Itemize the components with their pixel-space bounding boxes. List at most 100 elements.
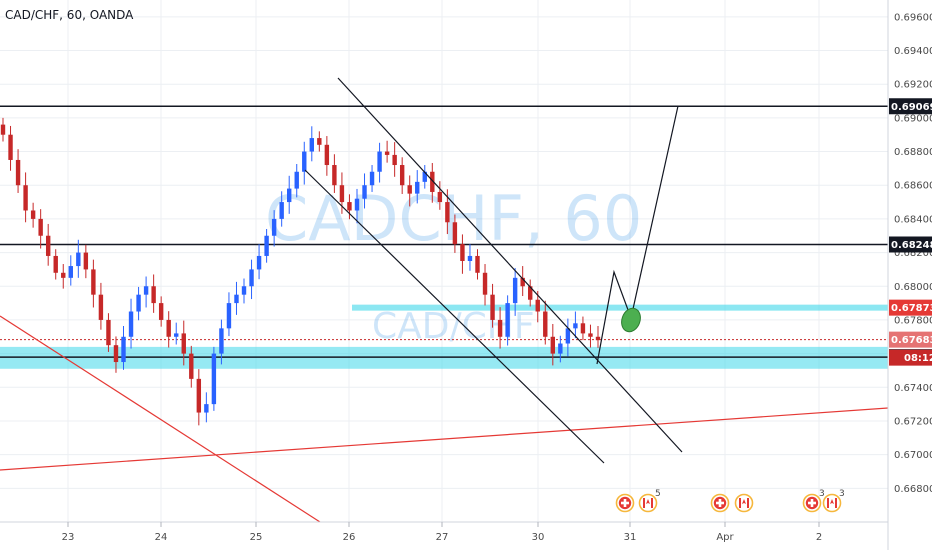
candle-body — [15, 159, 21, 186]
candle-body — [91, 269, 96, 295]
candle — [302, 141, 307, 185]
x-tick-label: Apr — [716, 532, 734, 543]
candle-body — [45, 235, 51, 256]
candle — [573, 311, 578, 339]
candle — [543, 300, 548, 345]
candle — [287, 175, 292, 214]
y-tick-label: 0.68400 — [894, 214, 932, 225]
candle-body — [106, 319, 111, 346]
candle-body — [497, 319, 503, 337]
candle-body — [166, 319, 171, 337]
candle-body — [151, 286, 156, 304]
candle — [422, 165, 427, 189]
candlestick-series — [0, 117, 601, 426]
candle-body — [249, 269, 254, 287]
candle-body — [332, 165, 337, 186]
trend-drawings[interactable] — [0, 77, 889, 523]
candle-body — [460, 244, 465, 261]
candle — [76, 239, 81, 278]
candle — [91, 259, 96, 308]
candle — [271, 210, 277, 247]
candle — [475, 249, 480, 280]
y-tick-label: 0.68200 — [894, 248, 932, 259]
candle-body — [38, 218, 43, 236]
event-count: 5 — [655, 489, 661, 499]
price-axis[interactable]: 0.69600 0.69400 0.69200 0.69000 0.68800 0.686… — [894, 12, 932, 494]
candle-body — [445, 202, 450, 223]
candle — [377, 142, 382, 183]
x-tick-label: 25 — [250, 532, 263, 543]
swiss-flag-icon — [710, 493, 730, 513]
y-tick-label: 0.69000 — [894, 113, 932, 124]
candle-body — [302, 151, 307, 172]
candle — [68, 255, 73, 286]
candle — [226, 292, 232, 337]
candle-body — [264, 235, 269, 256]
candle-body — [339, 185, 345, 203]
candle-body — [369, 171, 375, 186]
candle-body — [392, 154, 397, 166]
canada-flag-icon — [734, 493, 754, 513]
candle-body — [475, 255, 480, 273]
candle-body — [520, 277, 525, 287]
swiss-cross-h — [808, 501, 816, 505]
candle-body — [573, 323, 578, 329]
price-tag — [889, 236, 932, 253]
candle — [234, 281, 239, 315]
canada-flag-icon: 3 — [822, 489, 845, 513]
candle — [565, 318, 571, 357]
swiss-flag-icon — [615, 493, 635, 513]
candle-body — [399, 165, 405, 186]
candle — [430, 162, 435, 203]
candle — [317, 131, 322, 152]
canada-flag-icon: 5 — [638, 489, 661, 513]
economic-events[interactable]: 5 3 3 — [615, 489, 845, 513]
candle — [490, 283, 495, 328]
y-tick-label: 0.67400 — [894, 383, 932, 394]
time-axis[interactable]: 23 24 25 26 27 30 31 Apr 2 — [62, 522, 823, 543]
candle-body — [158, 303, 164, 320]
candle-body — [0, 124, 6, 135]
candle — [535, 290, 540, 323]
candle — [309, 126, 314, 162]
candle — [505, 295, 510, 346]
chart-title: CAD/CHF, 60, OANDA — [5, 8, 134, 22]
candle-body — [294, 171, 299, 189]
candle — [384, 140, 390, 163]
candle-body — [23, 185, 28, 211]
candle-body — [467, 255, 473, 261]
maple-leaf — [646, 499, 650, 504]
x-tick-label: 27 — [436, 532, 449, 543]
event-count: 3 — [819, 489, 825, 499]
candle — [580, 316, 586, 341]
candle-body — [354, 198, 360, 211]
channel-lower-line — [304, 169, 605, 464]
event-count: 3 — [839, 489, 845, 499]
candle-body — [279, 202, 284, 219]
candle — [460, 234, 465, 274]
candle-body — [61, 272, 66, 278]
candle — [158, 296, 164, 327]
candle-body — [219, 328, 224, 354]
falling-trendline — [0, 315, 321, 523]
candle-body — [324, 144, 330, 166]
candle — [121, 325, 126, 370]
candle — [174, 322, 179, 345]
candle — [256, 244, 262, 280]
canada-band-right — [651, 498, 653, 508]
candle-body — [287, 188, 292, 203]
price-tag — [889, 299, 932, 316]
rising-trendline — [0, 407, 889, 471]
countdown-tag — [889, 349, 932, 366]
swiss-cross-h — [716, 501, 724, 505]
candle — [362, 173, 367, 209]
candle — [467, 244, 473, 271]
candle — [196, 369, 202, 426]
y-tick-label: 0.69400 — [894, 46, 932, 57]
candle-body — [505, 303, 510, 337]
maple-leaf — [742, 499, 746, 504]
candle — [520, 266, 525, 297]
maple-leaf — [830, 499, 834, 504]
